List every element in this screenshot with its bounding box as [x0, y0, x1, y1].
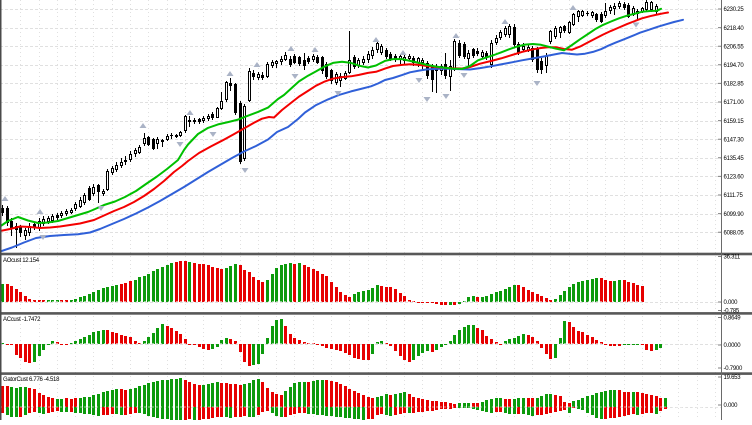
svg-text:6123.60: 6123.60 [724, 175, 745, 181]
svg-text:6135.45: 6135.45 [724, 156, 745, 162]
svg-text:0.8649: 0.8649 [724, 316, 742, 322]
svg-text:AOcust 12.154: AOcust 12.154 [3, 258, 40, 264]
svg-text:-0.785: -0.785 [724, 309, 740, 315]
svg-text:-0.7900: -0.7900 [724, 366, 744, 372]
svg-text:0.000: 0.000 [724, 403, 739, 409]
svg-text:6206.55: 6206.55 [724, 44, 745, 50]
svg-text:6147.30: 6147.30 [724, 137, 745, 143]
svg-text:GatorCust 6.776 -4.518: GatorCust 6.776 -4.518 [3, 377, 60, 383]
svg-text:6182.85: 6182.85 [724, 82, 745, 88]
svg-text:6230.25: 6230.25 [724, 7, 745, 13]
svg-text:0.000: 0.000 [724, 300, 739, 306]
svg-text:6171.00: 6171.00 [724, 100, 745, 106]
svg-text:19.653: 19.653 [724, 375, 742, 381]
svg-text:6099.90: 6099.90 [724, 212, 745, 218]
svg-text:ACcust -1.7472: ACcust -1.7472 [3, 317, 41, 323]
svg-text:6194.70: 6194.70 [724, 63, 745, 69]
svg-text:0.0000: 0.0000 [724, 343, 742, 349]
svg-text:6159.15: 6159.15 [724, 119, 745, 125]
svg-text:36.311: 36.311 [724, 255, 741, 261]
svg-text:6088.05: 6088.05 [724, 230, 745, 236]
svg-text:6218.40: 6218.40 [724, 26, 745, 32]
svg-text:6111.75: 6111.75 [724, 193, 744, 199]
